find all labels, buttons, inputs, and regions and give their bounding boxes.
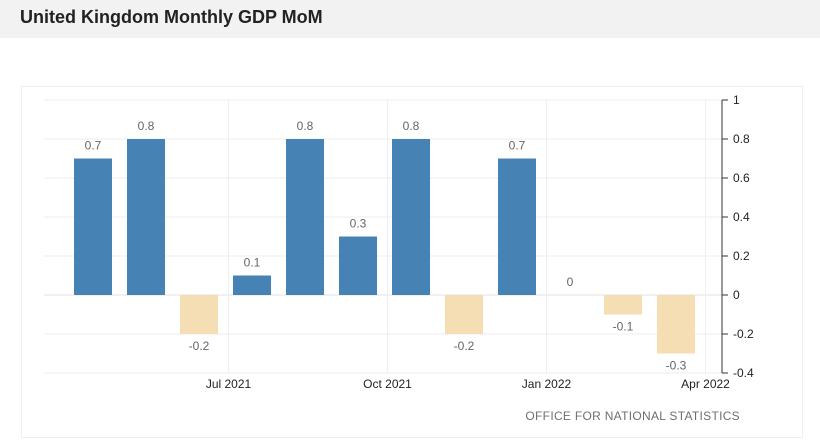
header-bar: United Kingdom Monthly GDP MoM (0, 0, 820, 38)
data-label: 0.8 (403, 119, 420, 133)
data-labels: 0.7 0.8 -0.2 0.1 0.8 0.3 0.8 -0.2 0.7 0 -0.1 -0.3 (85, 119, 687, 373)
data-label: 0.1 (244, 256, 261, 270)
source-label: OFFICE FOR NATIONAL STATISTICS (525, 409, 740, 423)
bar (445, 295, 483, 334)
data-label: 0.7 (509, 139, 526, 153)
bar (604, 295, 642, 315)
bar (180, 295, 218, 334)
bar (127, 139, 165, 295)
x-tick-label: Apr 2022 (681, 377, 730, 391)
data-label: -0.1 (613, 320, 634, 334)
data-label: -0.3 (666, 359, 687, 373)
y-tick-label: -0.2 (733, 327, 754, 341)
y-tick-label: 0.8 (733, 132, 750, 146)
data-label: 0.7 (85, 139, 102, 153)
y-tick-label: 0.2 (733, 249, 750, 263)
y-tick-label: 0.4 (733, 210, 750, 224)
page-title: United Kingdom Monthly GDP MoM (20, 7, 323, 27)
data-label: -0.2 (189, 339, 210, 353)
x-tick-label: Jan 2022 (522, 377, 572, 391)
y-tick-label: 0.6 (733, 171, 750, 185)
y-tick-label: -0.4 (733, 366, 754, 380)
data-label: 0 (567, 275, 574, 289)
bar (392, 139, 430, 295)
bar (286, 139, 324, 295)
y-tick-label: 0 (733, 288, 740, 302)
y-tick-label: 1 (733, 93, 740, 107)
bar (339, 236, 377, 295)
x-tick-label: Jul 2021 (206, 377, 252, 391)
bar (657, 295, 695, 354)
bar (74, 158, 112, 295)
bars (74, 139, 695, 354)
x-tick-label: Oct 2021 (363, 377, 412, 391)
data-label: 0.8 (297, 119, 314, 133)
bar (233, 275, 271, 295)
data-label: -0.2 (454, 339, 475, 353)
data-label: 0.3 (350, 217, 367, 231)
bar (498, 158, 536, 295)
x-axis: Jul 2021 Oct 2021 Jan 2022 Apr 2022 (206, 377, 730, 391)
data-label: 0.8 (138, 119, 155, 133)
y-axis: 1 0.8 0.6 0.4 0.2 0 -0.2 -0.4 (721, 93, 754, 380)
